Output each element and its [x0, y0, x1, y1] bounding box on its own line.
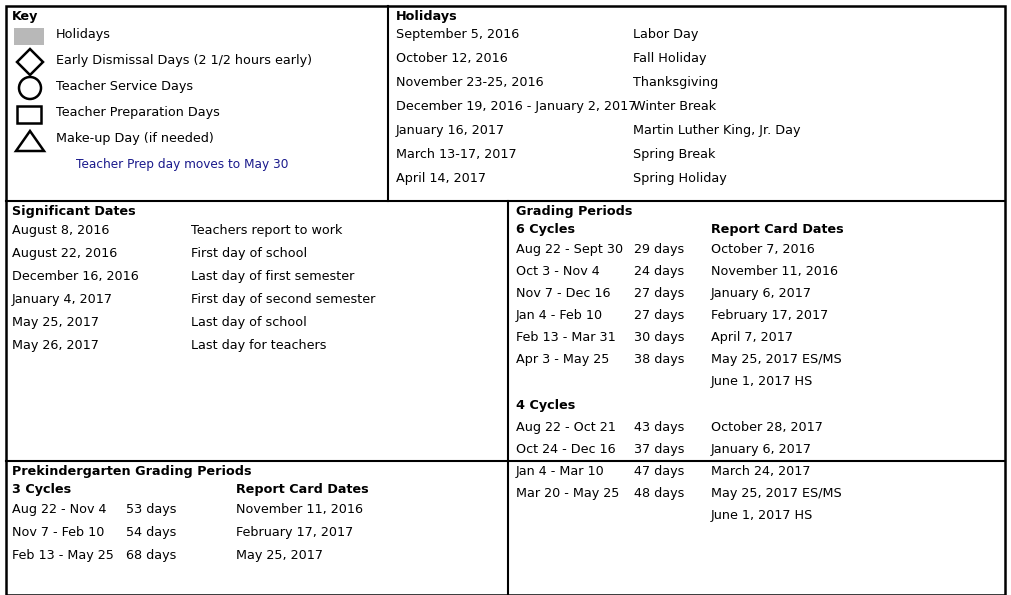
Text: 30 days: 30 days: [634, 331, 684, 344]
Text: 27 days: 27 days: [634, 287, 684, 300]
Text: Report Card Dates: Report Card Dates: [236, 483, 369, 496]
Text: 4 Cycles: 4 Cycles: [516, 399, 575, 412]
Text: Winter Break: Winter Break: [633, 100, 716, 113]
Text: First day of second semester: First day of second semester: [191, 293, 375, 306]
Bar: [17, 106, 41, 123]
Text: May 25, 2017 ES/MS: May 25, 2017 ES/MS: [711, 353, 842, 366]
Text: May 25, 2017 ES/MS: May 25, 2017 ES/MS: [711, 487, 842, 500]
Text: Report Card Dates: Report Card Dates: [711, 223, 843, 236]
Text: Early Dismissal Days (2 1/2 hours early): Early Dismissal Days (2 1/2 hours early): [56, 54, 312, 67]
Text: Last day of first semester: Last day of first semester: [191, 270, 355, 283]
Text: January 6, 2017: January 6, 2017: [711, 443, 812, 456]
Text: Feb 13 - May 25: Feb 13 - May 25: [12, 549, 114, 562]
Text: April 14, 2017: April 14, 2017: [396, 172, 486, 185]
Text: Mar 20 - May 25: Mar 20 - May 25: [516, 487, 620, 500]
Text: May 25, 2017: May 25, 2017: [12, 316, 99, 329]
Text: 53 days: 53 days: [126, 503, 177, 516]
Text: October 7, 2016: October 7, 2016: [711, 243, 815, 256]
Text: Teacher Preparation Days: Teacher Preparation Days: [56, 106, 219, 119]
Text: Aug 22 - Sept 30: Aug 22 - Sept 30: [516, 243, 623, 256]
Text: Martin Luther King, Jr. Day: Martin Luther King, Jr. Day: [633, 124, 801, 137]
Text: Make-up Day (if needed): Make-up Day (if needed): [56, 132, 213, 145]
Text: 27 days: 27 days: [634, 309, 684, 322]
Text: 68 days: 68 days: [126, 549, 176, 562]
Text: Fall Holiday: Fall Holiday: [633, 52, 707, 65]
Text: March 24, 2017: March 24, 2017: [711, 465, 811, 478]
Text: Holidays: Holidays: [56, 28, 111, 41]
Text: January 16, 2017: January 16, 2017: [396, 124, 506, 137]
Text: Spring Break: Spring Break: [633, 148, 716, 161]
Text: October 12, 2016: October 12, 2016: [396, 52, 508, 65]
Text: Oct 3 - Nov 4: Oct 3 - Nov 4: [516, 265, 600, 278]
Text: 47 days: 47 days: [634, 465, 684, 478]
Text: Aug 22 - Nov 4: Aug 22 - Nov 4: [12, 503, 106, 516]
Text: Last day for teachers: Last day for teachers: [191, 339, 327, 352]
Text: 6 Cycles: 6 Cycles: [516, 223, 575, 236]
Text: Jan 4 - Mar 10: Jan 4 - Mar 10: [516, 465, 605, 478]
Text: Teacher Service Days: Teacher Service Days: [56, 80, 193, 93]
Text: May 25, 2017: May 25, 2017: [236, 549, 323, 562]
Text: January 6, 2017: January 6, 2017: [711, 287, 812, 300]
Text: Grading Periods: Grading Periods: [516, 205, 632, 218]
Text: Labor Day: Labor Day: [633, 28, 699, 41]
Text: Apr 3 - May 25: Apr 3 - May 25: [516, 353, 610, 366]
Text: 37 days: 37 days: [634, 443, 684, 456]
Text: April 7, 2017: April 7, 2017: [711, 331, 793, 344]
Text: June 1, 2017 HS: June 1, 2017 HS: [711, 375, 814, 388]
Text: Last day of school: Last day of school: [191, 316, 306, 329]
Text: 38 days: 38 days: [634, 353, 684, 366]
Text: February 17, 2017: February 17, 2017: [236, 526, 353, 539]
Text: 54 days: 54 days: [126, 526, 176, 539]
Text: 29 days: 29 days: [634, 243, 684, 256]
Text: First day of school: First day of school: [191, 247, 307, 260]
Text: December 19, 2016 - January 2, 2017: December 19, 2016 - January 2, 2017: [396, 100, 636, 113]
Text: March 13-17, 2017: March 13-17, 2017: [396, 148, 517, 161]
Text: Thanksgiving: Thanksgiving: [633, 76, 718, 89]
Text: September 5, 2016: September 5, 2016: [396, 28, 520, 41]
Text: Key: Key: [12, 10, 38, 23]
Text: November 11, 2016: November 11, 2016: [236, 503, 363, 516]
Text: 43 days: 43 days: [634, 421, 684, 434]
Text: Aug 22 - Oct 21: Aug 22 - Oct 21: [516, 421, 616, 434]
Text: Holidays: Holidays: [396, 10, 458, 23]
Text: Teachers report to work: Teachers report to work: [191, 224, 343, 237]
Text: Nov 7 - Dec 16: Nov 7 - Dec 16: [516, 287, 611, 300]
Text: August 22, 2016: August 22, 2016: [12, 247, 117, 260]
Text: 24 days: 24 days: [634, 265, 684, 278]
Text: October 28, 2017: October 28, 2017: [711, 421, 823, 434]
Text: June 1, 2017 HS: June 1, 2017 HS: [711, 509, 814, 522]
Text: Feb 13 - Mar 31: Feb 13 - Mar 31: [516, 331, 616, 344]
Text: Significant Dates: Significant Dates: [12, 205, 135, 218]
Text: Nov 7 - Feb 10: Nov 7 - Feb 10: [12, 526, 104, 539]
Text: January 4, 2017: January 4, 2017: [12, 293, 113, 306]
Text: February 17, 2017: February 17, 2017: [711, 309, 828, 322]
Text: May 26, 2017: May 26, 2017: [12, 339, 99, 352]
Text: Teacher Prep day moves to May 30: Teacher Prep day moves to May 30: [76, 158, 288, 171]
Text: Jan 4 - Feb 10: Jan 4 - Feb 10: [516, 309, 604, 322]
Text: November 11, 2016: November 11, 2016: [711, 265, 838, 278]
Text: Spring Holiday: Spring Holiday: [633, 172, 727, 185]
Bar: [14, 28, 44, 45]
Text: Oct 24 - Dec 16: Oct 24 - Dec 16: [516, 443, 616, 456]
Text: 3 Cycles: 3 Cycles: [12, 483, 71, 496]
Text: November 23-25, 2016: November 23-25, 2016: [396, 76, 544, 89]
Text: August 8, 2016: August 8, 2016: [12, 224, 109, 237]
Text: December 16, 2016: December 16, 2016: [12, 270, 139, 283]
Text: 48 days: 48 days: [634, 487, 684, 500]
Text: Prekindergarten Grading Periods: Prekindergarten Grading Periods: [12, 465, 252, 478]
